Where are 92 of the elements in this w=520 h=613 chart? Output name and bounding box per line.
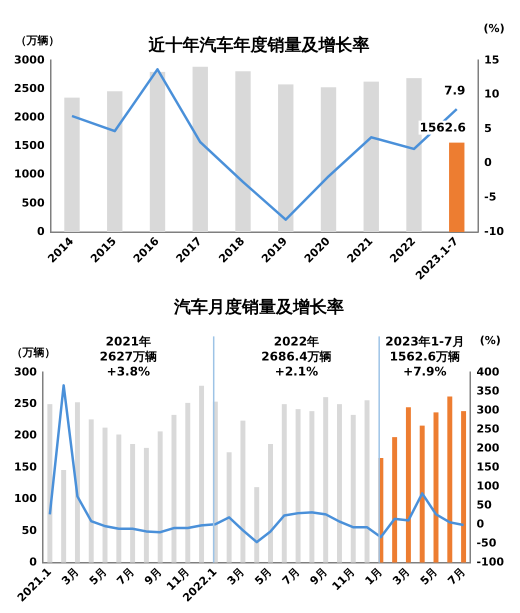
x-tick-label: 3月 <box>59 565 82 588</box>
bar <box>309 411 314 563</box>
bar <box>88 419 94 563</box>
x-tick-label: 3月 <box>390 565 413 588</box>
bar <box>392 437 398 563</box>
y2-tick-label: -100 <box>476 556 504 569</box>
y2-tick-label: 15 <box>484 53 500 66</box>
bar <box>406 78 422 232</box>
y-tick-label: 2500 <box>14 82 45 95</box>
y2-tick-label: -5 <box>484 190 496 204</box>
x-tick-label: 5月 <box>252 565 275 588</box>
bar <box>235 71 251 232</box>
bar <box>107 91 122 232</box>
y2-tick-label: 5 <box>484 122 492 135</box>
data-label: 7.9 <box>444 83 466 98</box>
y-tick-label: 100 <box>14 492 38 506</box>
x-tick-label: 11月 <box>330 565 358 594</box>
y-tick-label: 1000 <box>14 168 45 181</box>
bar <box>447 396 452 563</box>
y-tick-label: 2000 <box>14 110 45 124</box>
x-tick-label: 5月 <box>86 565 110 588</box>
x-tick-label: 7月 <box>445 565 468 588</box>
y2-tick-label: 50 <box>476 498 492 512</box>
bar <box>144 448 149 563</box>
bar <box>461 411 466 563</box>
chart-title: 汽车月度销量及增长率 <box>173 298 344 318</box>
y2-tick-label: 10 <box>484 88 500 101</box>
bar <box>320 87 336 232</box>
bar <box>240 420 246 563</box>
y2-axis-title: (%) <box>484 22 505 35</box>
bar <box>336 404 342 563</box>
bar <box>192 66 208 232</box>
bar <box>150 72 166 232</box>
y2-axis-title: (%) <box>480 334 501 347</box>
y-tick-label: 3000 <box>14 53 45 66</box>
bar <box>364 82 379 232</box>
y-tick-label: 0 <box>29 556 38 569</box>
y2-tick-label: 250 <box>476 422 500 436</box>
bar <box>199 386 204 563</box>
x-tick-label: 7月 <box>114 565 137 588</box>
x-tick-label: 9月 <box>142 565 164 588</box>
bar <box>74 402 80 563</box>
bar <box>61 470 66 563</box>
y-tick-label: 1500 <box>14 139 45 152</box>
bar <box>406 407 411 563</box>
y-tick-label: 200 <box>14 428 38 442</box>
x-tick-label: 1月 <box>362 565 385 588</box>
bar <box>449 142 464 232</box>
annotation: 2021年 2627万辆 +3.8% <box>100 334 158 379</box>
y2-tick-label: -10 <box>484 224 504 238</box>
y-tick-label: 250 <box>14 396 38 410</box>
y-tick-label: 500 <box>22 196 45 210</box>
bar <box>364 400 370 563</box>
y-tick-label: 150 <box>14 460 38 474</box>
y-tick-label: 50 <box>22 524 38 537</box>
y2-tick-label: -50 <box>476 536 497 550</box>
y2-tick-label: 300 <box>476 403 500 416</box>
bar <box>116 434 122 563</box>
bar <box>226 452 232 563</box>
bar <box>268 444 273 563</box>
y2-tick-label: 0 <box>476 517 484 530</box>
bar <box>296 409 301 563</box>
bar <box>282 404 287 563</box>
y-tick-label: 0 <box>36 224 45 238</box>
y2-tick-label: 150 <box>476 460 500 474</box>
bar <box>130 444 136 563</box>
y2-tick-label: 100 <box>476 479 500 492</box>
x-tick-label: 3月 <box>224 565 248 588</box>
y2-tick-label: 350 <box>476 384 500 398</box>
bar <box>102 428 108 563</box>
annotation: 2022年 2686.4万辆 +2.1% <box>261 334 332 379</box>
y-axis-title: （万辆） <box>11 346 56 359</box>
data-label: 1562.6 <box>420 120 466 135</box>
bar <box>171 414 176 563</box>
y2-tick-label: 400 <box>476 365 500 378</box>
y-tick-label: 300 <box>14 365 38 378</box>
x-tick-label: 7月 <box>280 565 302 588</box>
bar <box>47 404 52 563</box>
bar <box>158 431 163 563</box>
annotation: 2023年1-7月 1562.6万辆 +7.9% <box>385 334 464 379</box>
chart-title: 近十年汽车年度销量及增长率 <box>148 36 370 56</box>
bar <box>434 412 438 563</box>
x-tick-label: 9月 <box>307 565 330 588</box>
bar <box>323 397 328 563</box>
bar <box>278 84 294 232</box>
bar <box>254 487 260 563</box>
y2-tick-label: 200 <box>476 441 500 454</box>
y2-tick-label: 0 <box>484 156 492 170</box>
bar <box>420 426 425 563</box>
x-tick-label: 5月 <box>418 565 440 588</box>
y-axis-title: （万辆） <box>15 34 60 47</box>
bar <box>64 98 80 232</box>
